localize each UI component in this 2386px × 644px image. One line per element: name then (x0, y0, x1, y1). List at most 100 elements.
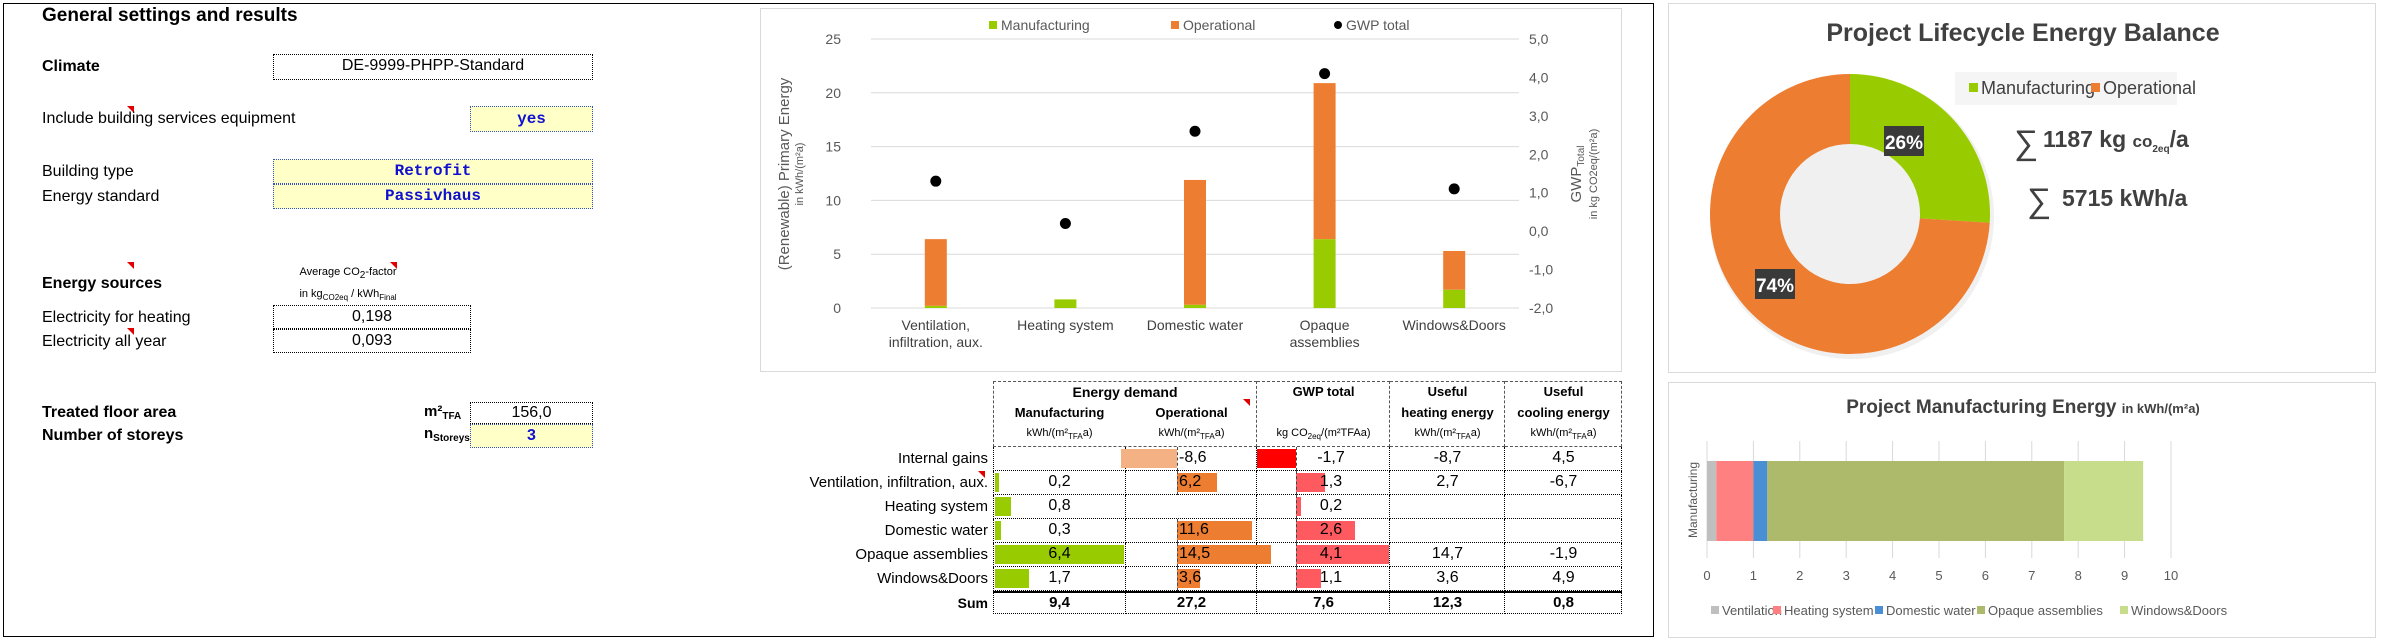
legend-label: Ventilation (1722, 603, 1782, 618)
table-cell-border (993, 471, 1126, 495)
bar-segment-ventilation (1707, 461, 1717, 541)
x-tick-label: 2 (1796, 568, 1803, 583)
storeys-field[interactable]: 3 (470, 424, 593, 448)
legend-label: Domestic water (1886, 603, 1976, 618)
table-cell-border (993, 567, 1126, 591)
bar-axis (1296, 495, 1297, 519)
column-title: heating energy (1401, 405, 1494, 420)
column-title: Manufacturing (1014, 405, 1105, 420)
y-tick-label: 0 (833, 300, 841, 316)
legend-marker (989, 21, 997, 29)
y-axis-title: (Renewable) Primary Energy in kWh/(m²a) (776, 77, 806, 270)
table-cell-gwp: 1,3 (1319, 473, 1343, 490)
energy-standard-field[interactable]: Passivhaus (273, 184, 593, 209)
table-cell-border (1390, 519, 1505, 543)
table-cell-border (1390, 567, 1505, 591)
table-cell-border (1390, 471, 1505, 495)
storeys-unit-main: n (424, 425, 434, 442)
y2-axis-label: GWPTotal (1568, 146, 1587, 203)
table-cell-heating: 2,7 (1436, 473, 1459, 490)
data-label-box (1884, 126, 1924, 156)
sum-manufacturing: 9,4 (1049, 594, 1070, 611)
climate-field[interactable]: DE-9999-PHPP-Standard (273, 54, 593, 80)
bar-operational (1443, 250, 1466, 290)
co2-header-sub: 2 (359, 270, 366, 281)
data-bar-operational (1177, 569, 1201, 588)
row-label: Opaque assemblies (855, 546, 988, 563)
column-title: Useful (1427, 384, 1468, 399)
table-cell-operational: 6,2 (1179, 473, 1202, 490)
column-title: Operational (1155, 405, 1228, 420)
table-cell-gwp: 4,1 (1319, 545, 1343, 562)
table-cell-border (993, 495, 1126, 519)
gwp-point (930, 175, 942, 187)
column-title: cooling energy (1517, 405, 1610, 420)
gwp-point (1448, 183, 1460, 195)
tfa-unit-sub: TFA (442, 411, 462, 422)
legend-label: Windows&Doors (2131, 603, 2228, 618)
legend-marker (2120, 606, 2128, 614)
x-tick-label: Domestic water (1147, 317, 1244, 333)
tfa-field[interactable]: 156,0 (470, 402, 593, 424)
comment-marker[interactable] (127, 328, 134, 335)
y2-tick-label: -1,0 (1529, 262, 1553, 278)
data-bar-manufacturing (995, 521, 1002, 540)
services-field[interactable]: yes (470, 106, 593, 132)
bar-manufacturing (1443, 289, 1466, 308)
bar-axis (1177, 471, 1178, 495)
sum-symbol: ∑ (2027, 182, 2051, 220)
sum-cooling: 0,8 (1553, 594, 1574, 611)
energy-sum-annotation: 5715 kWh/a (2062, 185, 2187, 211)
legend-label: Operational (2103, 78, 2196, 98)
data-bar-gwp (1296, 497, 1301, 516)
table-cell-border (1505, 447, 1622, 471)
table-cell-cooling: 4,9 (1552, 569, 1575, 586)
sum-gwp: 7,6 (1313, 594, 1334, 611)
legend-marker (1171, 21, 1179, 29)
row-label: Internal gains (897, 450, 988, 467)
tfa-unit-main: m² (424, 403, 443, 420)
table-cell-border (1505, 471, 1622, 495)
comment-marker[interactable] (1243, 399, 1250, 406)
table-cell-border (1126, 447, 1257, 471)
energy-demand-header: Energy demand (1072, 384, 1178, 400)
row-label: Windows&Doors (877, 570, 988, 587)
gwp-point (1059, 217, 1071, 229)
y2-tick-label: 0,0 (1529, 223, 1549, 239)
bar-segment-domestic-water (1753, 461, 1768, 541)
comment-marker[interactable] (390, 262, 397, 269)
table-cell-border (1257, 447, 1390, 471)
elec-all-year-field[interactable]: 0,093 (273, 329, 471, 353)
comment-marker[interactable] (127, 106, 134, 113)
gwp-header-box (1257, 381, 1390, 447)
bar-axis (1296, 447, 1297, 471)
x-tick-label: 6 (1982, 568, 1989, 583)
comment-marker[interactable] (127, 262, 134, 269)
y-axis-sublabel: in kWh/(m²a) (794, 143, 806, 206)
table-cell-border (1505, 495, 1622, 519)
table-cell-cooling: -1,9 (1549, 545, 1578, 562)
manufacturing-energy-chart-svg: Project Manufacturing Energy in kWh/(m²a… (1686, 397, 2228, 618)
legend-background (1955, 72, 2177, 105)
energy-standard-label: Energy standard (42, 188, 160, 205)
data-bar-gwp (1296, 569, 1321, 588)
services-label: Include building services equipment (42, 110, 296, 127)
data-bar-manufacturing (995, 569, 1030, 588)
legend-label: Manufacturing (1981, 78, 2095, 98)
bar-segment-opaque-assemblies (1767, 461, 2065, 541)
energy-sources-label: Energy sources (42, 275, 163, 292)
heating-header-box (1390, 381, 1505, 447)
table-cell-border (1390, 495, 1505, 519)
data-bar-gwp (1296, 473, 1326, 492)
table-cell-border (1390, 543, 1505, 567)
co2-header-text: Average CO (299, 266, 360, 278)
table-cell-border (1505, 591, 1622, 614)
x-tick-label: 10 (2164, 568, 2178, 583)
comment-marker[interactable] (978, 471, 985, 478)
table-cell-cooling: -6,7 (1549, 473, 1578, 490)
table-cell-manufacturing: 0,2 (1048, 473, 1071, 490)
elec-heating-field[interactable]: 0,198 (273, 305, 471, 329)
column-title: GWP total (1292, 384, 1355, 399)
table-cell-border (993, 447, 1126, 471)
building-type-field[interactable]: Retrofit (273, 159, 593, 184)
